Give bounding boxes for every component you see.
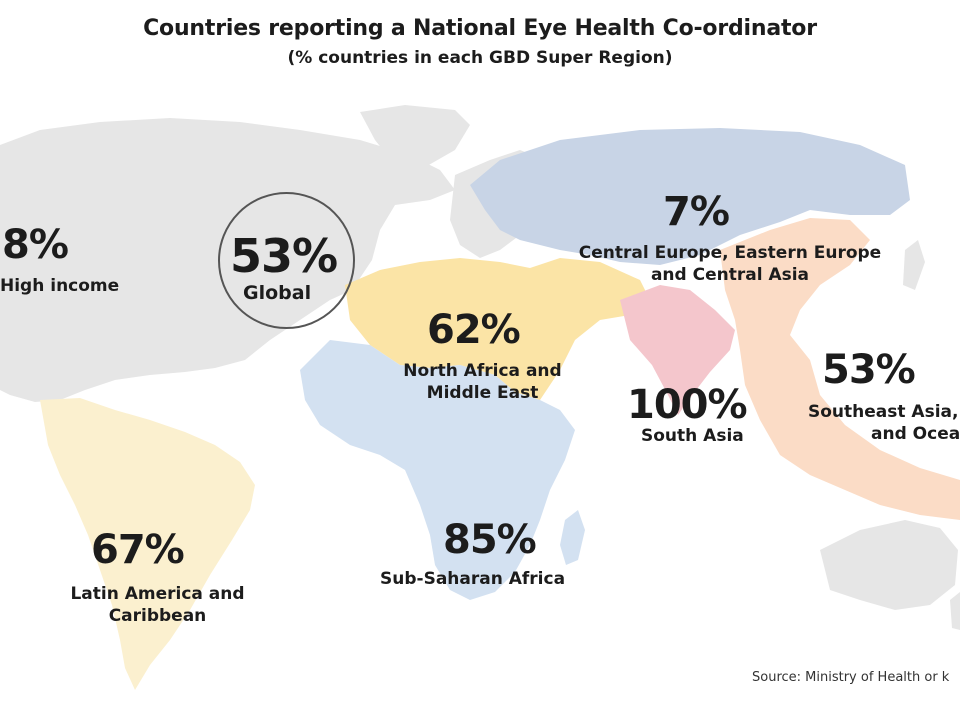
lac-value: 67% [91,527,185,573]
ssa-label: Sub-Saharan Africa [380,569,566,589]
ceeca-label: Central Europe, Eastern Europe and Centr… [578,243,882,285]
global-value: 53% [230,229,338,283]
nafme-value: 62% [427,307,521,353]
region-seao [720,218,960,520]
region-new-zealand [950,592,960,630]
high-income-label: High income [0,276,120,296]
region-madagascar [560,510,585,565]
source-note: Source: Ministry of Health or k [752,670,950,685]
south-asia-value: 100% [627,382,748,428]
region-south-asia [620,285,735,415]
map-title: Countries reporting a National Eye Healt… [143,16,817,41]
seao-value: 53% [822,347,916,393]
region-ssa [300,340,575,600]
region-japan [903,240,925,290]
lac-label: Latin America and Caribbean [70,584,245,626]
nafme-label: North Africa and Middle East [403,361,562,403]
south-asia-label: South Asia [641,426,744,446]
region-nafme [345,258,650,400]
region-lac [40,398,255,690]
ssa-value: 85% [443,517,537,563]
region-australia [820,520,958,610]
seao-label: Southeast Asia, and Ocea [808,402,960,444]
global-label: Global [243,282,312,304]
region-ceeca [470,128,910,265]
high-income-value: 8% [2,222,69,268]
region-greenland [360,105,470,170]
map-subtitle: (% countries in each GBD Super Region) [287,48,673,68]
global-circle [218,192,355,329]
ceeca-value: 7% [663,189,730,235]
